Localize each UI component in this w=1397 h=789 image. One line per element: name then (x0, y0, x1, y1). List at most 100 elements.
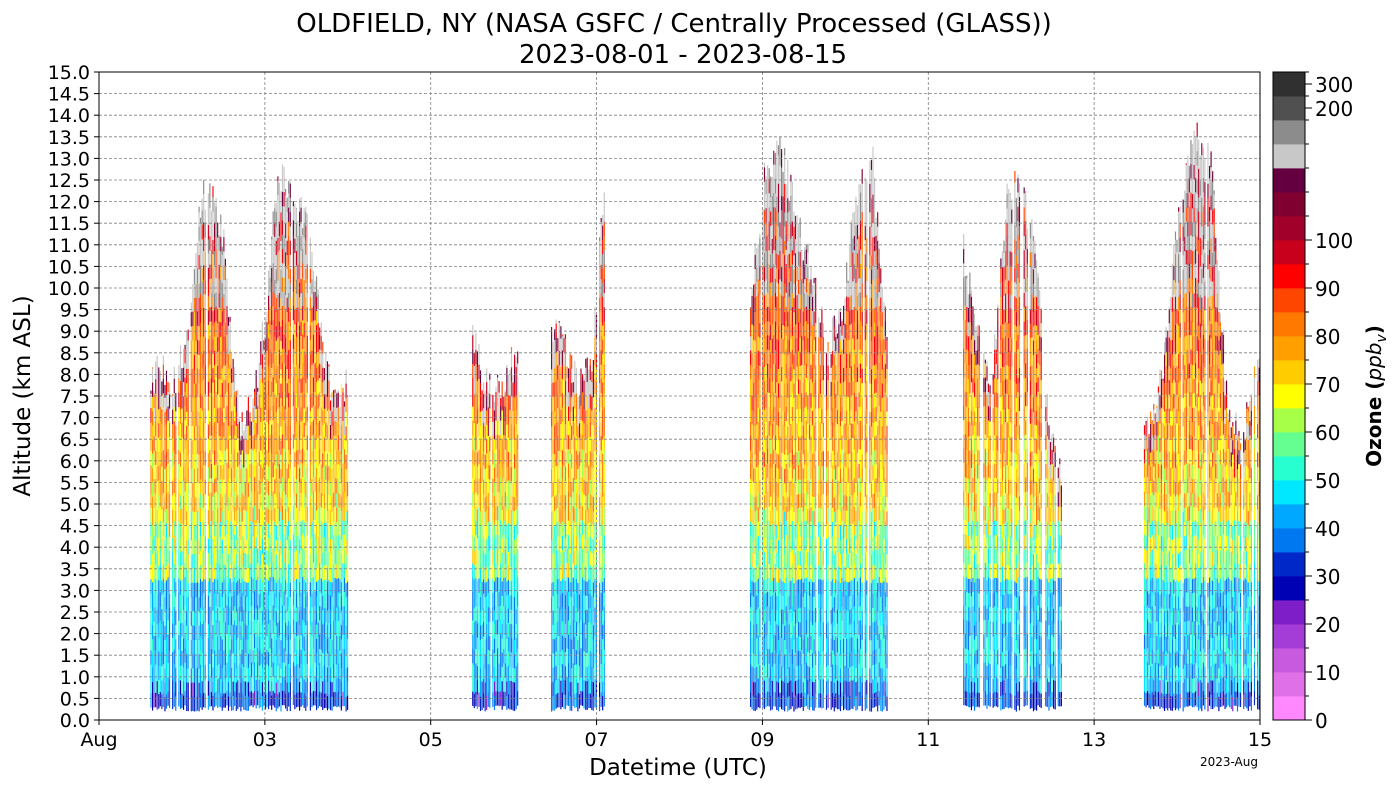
ozone-cell (220, 422, 222, 437)
ozone-cell (277, 537, 279, 552)
ozone-cell (278, 349, 280, 365)
ozone-cell (159, 492, 161, 507)
ozone-cell (283, 191, 285, 207)
ozone-cell (264, 495, 267, 510)
ozone-cell (475, 477, 477, 493)
ozone-cell (594, 307, 596, 309)
ozone-cell (169, 536, 171, 552)
ozone-cell (223, 265, 225, 280)
ozone-cell (215, 292, 217, 307)
ozone-cell (204, 294, 206, 309)
ozone-cell (473, 579, 475, 595)
ozone-cell (255, 522, 257, 538)
ozone-cell (312, 348, 315, 364)
ozone-cell (295, 536, 298, 551)
ozone-cell (512, 482, 514, 497)
ozone-cell (266, 378, 268, 394)
ozone-cell (155, 379, 157, 394)
ozone-cell (201, 566, 203, 582)
ozone-cell (283, 462, 285, 478)
ozone-cell (288, 649, 290, 664)
ozone-cell (552, 610, 554, 625)
ozone-cell (221, 496, 223, 512)
ozone-cell (558, 393, 560, 408)
ozone-cell (217, 664, 219, 680)
ozone-cell (218, 578, 220, 593)
ozone-cell (261, 681, 263, 697)
ozone-cell (300, 635, 302, 650)
ozone-cell (314, 305, 316, 321)
ozone-cell (212, 695, 214, 711)
ozone-cell (495, 386, 497, 393)
ozone-cell (294, 252, 296, 268)
ozone-cell (319, 434, 321, 450)
ozone-cell (196, 496, 199, 512)
ozone-cell (512, 639, 514, 654)
ozone-cell (563, 608, 565, 624)
ozone-cell (476, 437, 478, 453)
ozone-cell (266, 311, 268, 323)
ozone-cell (479, 682, 482, 697)
ozone-cell (227, 624, 230, 640)
ozone-cell (277, 480, 279, 495)
ozone-cell (183, 424, 185, 440)
ozone-cell (299, 510, 301, 526)
ozone-cell (159, 677, 161, 693)
ozone-cell (555, 337, 557, 353)
ozone-cell (484, 597, 486, 612)
ozone-cell (323, 380, 325, 395)
ozone-cell (179, 523, 182, 538)
ozone-cell (247, 439, 249, 455)
ozone-cell (186, 454, 188, 469)
ozone-cell (179, 509, 182, 524)
ozone-cell (152, 510, 154, 526)
ozone-cell (285, 565, 287, 581)
ozone-cell (557, 479, 559, 494)
ozone-cell (323, 522, 325, 538)
ozone-cell (345, 525, 347, 541)
ozone-cell (328, 380, 330, 395)
ozone-cell (497, 505, 499, 521)
ozone-cell (328, 451, 330, 467)
ozone-cell (231, 610, 233, 626)
ozone-cell (594, 621, 596, 637)
ozone-cell (271, 453, 273, 468)
ozone-cell (272, 505, 274, 521)
ozone-cell (264, 637, 267, 653)
ozone-cell (297, 307, 299, 322)
ozone-cell (252, 564, 254, 579)
ozone-cell (555, 679, 557, 695)
ozone-cell (599, 511, 601, 526)
ozone-cell (295, 208, 298, 223)
ozone-cell (227, 681, 230, 697)
ozone-cell (250, 519, 253, 535)
ozone-cell (330, 510, 332, 525)
ozone-cell (269, 334, 271, 350)
ozone-cell (196, 525, 199, 540)
ozone-cell (183, 367, 185, 383)
ozone-cell (153, 692, 155, 708)
ozone-cell (178, 506, 180, 522)
ozone-cell (316, 276, 318, 283)
ozone-cell (517, 676, 519, 692)
ozone-cell (574, 536, 576, 552)
ozone-cell (159, 449, 161, 464)
ozone-cell (210, 649, 213, 664)
ozone-cell (187, 668, 189, 683)
ozone-cell (564, 594, 567, 610)
ozone-cell (294, 523, 296, 539)
ozone-cell (345, 696, 347, 712)
ozone-cell (289, 254, 291, 270)
ozone-cell (495, 591, 497, 607)
ozone-cell (268, 566, 270, 581)
ozone-cell (285, 622, 287, 638)
ozone-cell (150, 479, 152, 494)
ozone-cell (243, 524, 245, 539)
ozone-cell (193, 611, 195, 626)
ozone-cell (552, 524, 554, 540)
ozone-cell (268, 480, 270, 496)
ozone-cell (589, 607, 591, 623)
ozone-cell (503, 506, 505, 521)
ozone-cell (201, 595, 203, 610)
ozone-cell (312, 405, 315, 421)
